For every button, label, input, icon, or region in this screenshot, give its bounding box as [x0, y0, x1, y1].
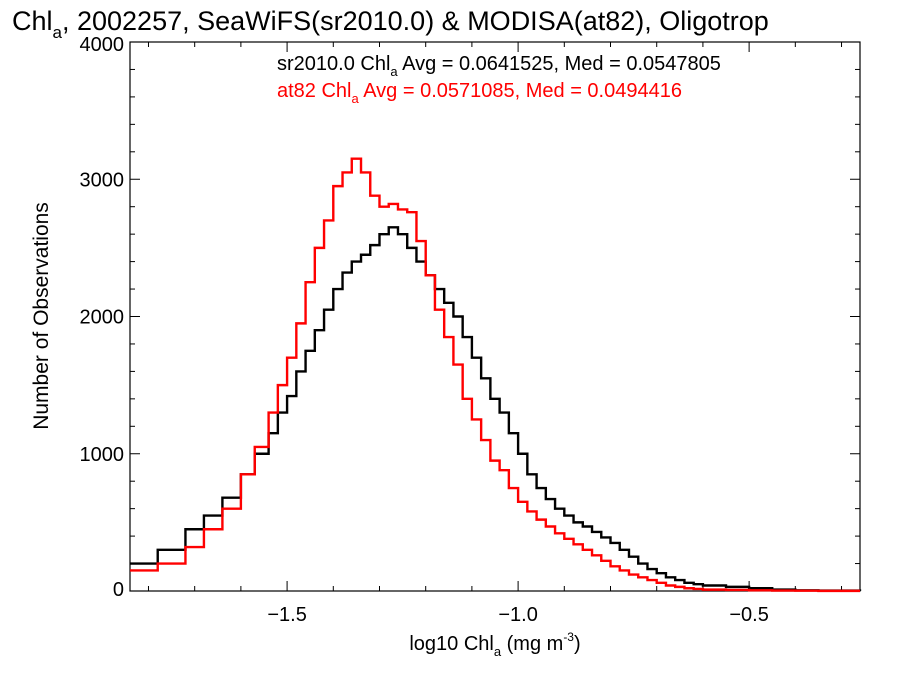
y-tick-label: 3000	[80, 169, 125, 191]
y-tick-label: 1000	[80, 444, 125, 466]
x-axis-ticks: −1.5 −1.0 −0.5	[147, 42, 843, 626]
chart-title: Chla, 2002257, SeaWiFS(sr2010.0) & MODIS…	[12, 6, 769, 42]
annotation-at82: at82 Chla Avg = 0.0571085, Med = 0.04944…	[277, 80, 682, 106]
y-axis-ticks: 0 1000 2000 3000 4000	[80, 34, 860, 601]
x-tick-label: −1.0	[498, 604, 537, 626]
y-axis-label: Number of Observations	[30, 202, 53, 430]
x-tick-label: −0.5	[729, 604, 768, 626]
y-tick-label: 4000	[80, 34, 125, 56]
chart-title-rest: , 2002257, SeaWiFS(sr2010.0) & MODISA(at…	[62, 6, 769, 36]
series-layer	[130, 157, 862, 593]
series-line-1	[130, 157, 860, 593]
x-tick-label: −1.5	[267, 604, 306, 626]
y-tick-label: 2000	[80, 307, 125, 329]
series-line-0	[130, 226, 862, 592]
y-tick-label: 0	[113, 579, 124, 601]
chart-title-subscript: a	[53, 23, 63, 42]
annotation-sr2010: sr2010.0 Chla Avg = 0.0641525, Med = 0.0…	[277, 53, 721, 79]
x-axis-label: log10 Chla (mg m-3)	[409, 630, 580, 659]
chart-title-main: Chl	[12, 6, 53, 36]
